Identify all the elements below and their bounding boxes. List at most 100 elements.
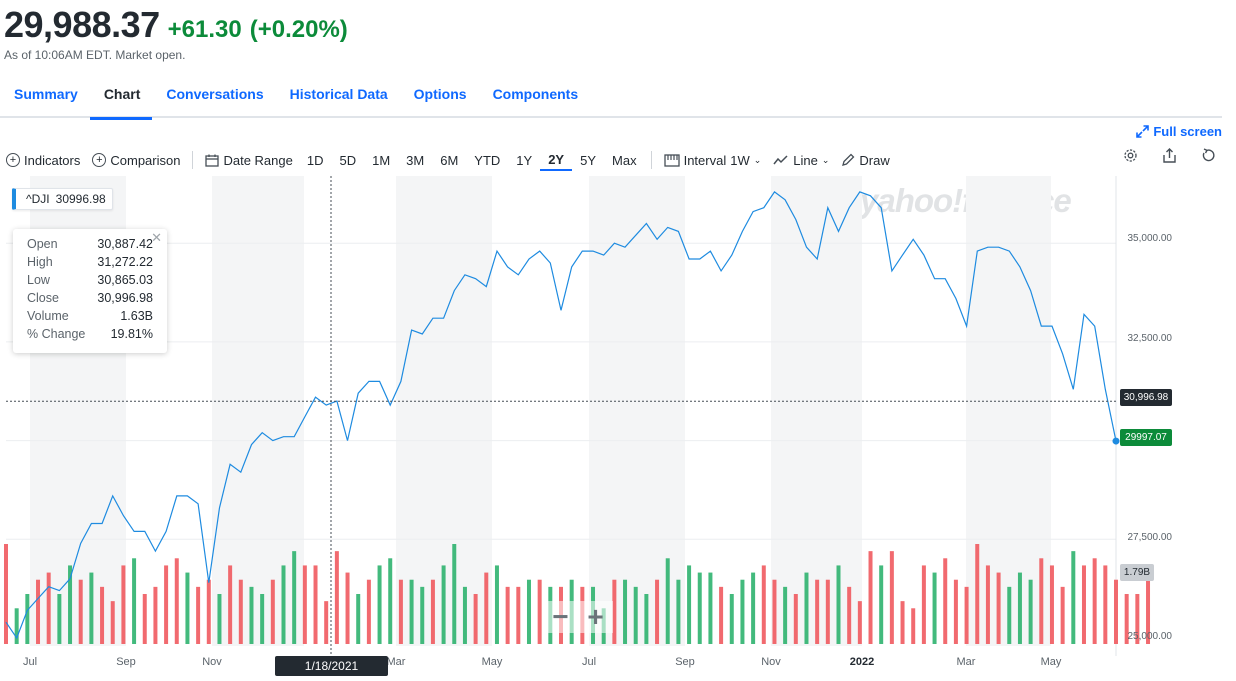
volume-bar [100, 586, 105, 644]
volume-bar [398, 579, 403, 644]
volume-bar [879, 565, 884, 644]
volume-bar [345, 572, 350, 644]
volume-bar [1028, 579, 1033, 644]
volume-bar [911, 608, 916, 644]
volume-bar [68, 565, 73, 644]
volume-bar [1103, 565, 1108, 644]
tooltip-row-change: % Change 19.81% [27, 327, 153, 345]
tooltip-key: Close [27, 291, 59, 305]
volume-bar [313, 565, 318, 644]
date-range-button[interactable]: Date Range [199, 149, 298, 171]
volume-bar [985, 565, 990, 644]
range-max[interactable]: Max [612, 152, 637, 168]
volume-bar [473, 594, 478, 644]
volume-bar [1039, 558, 1044, 644]
volume-bar [228, 565, 233, 644]
reset-icon[interactable] [1201, 148, 1216, 163]
volume-bar [292, 551, 297, 644]
price-line [5, 191, 1117, 640]
symbol-badge[interactable]: ^DJI 30996.98 [12, 188, 113, 210]
volume-bar [356, 594, 361, 644]
range-3m[interactable]: 3M [406, 152, 425, 168]
x-tick-label: Nov [202, 656, 222, 668]
volume-bar [196, 586, 201, 644]
interval-select[interactable]: Interval 1W ⌄ [658, 149, 768, 171]
range-5d[interactable]: 5D [339, 152, 357, 168]
crosshair-price-tag: 30,996.98 [1120, 389, 1172, 406]
tooltip-key: Volume [27, 309, 69, 323]
volume-bar [1146, 572, 1151, 644]
volume-bar [932, 572, 937, 644]
volume-bar [334, 551, 339, 644]
volume-bar [110, 601, 115, 644]
tab-options[interactable]: Options [413, 86, 467, 102]
tab-components[interactable]: Components [492, 86, 579, 102]
indicators-label: Indicators [24, 152, 81, 168]
range-2y[interactable]: 2Y [540, 149, 573, 171]
comparison-button[interactable]: + Comparison [86, 149, 186, 171]
tooltip-row-volume: Volume 1.63B [27, 309, 153, 327]
volume-bar [793, 594, 798, 644]
toolbar-divider [192, 151, 194, 169]
tooltip-row-high: High 31,272.22 [27, 255, 153, 273]
ohlc-tooltip: ✕ Open 30,887.42 High 31,272.22 Low 30,865.… [13, 229, 167, 353]
volume-bar [25, 594, 30, 644]
pencil-icon [842, 153, 855, 166]
volume-bar [740, 579, 745, 644]
volume-bar [164, 565, 169, 644]
zoom-in-button[interactable]: + [587, 601, 604, 632]
tab-historical-data[interactable]: Historical Data [289, 86, 388, 102]
toolbar-divider [650, 151, 652, 169]
last-price-dot [1112, 437, 1120, 445]
range-5y[interactable]: 5Y [580, 152, 597, 168]
volume-bar [804, 572, 809, 644]
symbol-ticker: ^DJI [26, 192, 50, 206]
volume-bar [121, 565, 126, 644]
draw-button[interactable]: Draw [835, 149, 895, 171]
volume-bar [1060, 586, 1065, 644]
volume-bar [388, 558, 393, 644]
volume-bar [868, 551, 873, 644]
volume-bar [462, 586, 467, 644]
tooltip-key: Open [27, 237, 58, 251]
tab-chart[interactable]: Chart [89, 80, 153, 120]
range-1m[interactable]: 1M [372, 152, 391, 168]
close-icon[interactable]: ✕ [151, 230, 162, 245]
indicators-button[interactable]: + Indicators [0, 149, 86, 171]
x-tick-label: 2022 [849, 656, 875, 668]
full-screen-button[interactable]: Full screen [1136, 124, 1222, 139]
chart-type-label: Line [793, 152, 818, 168]
zoom-controls: − + [543, 601, 613, 633]
price-chart[interactable] [0, 176, 1236, 681]
x-tick-label: Nov [761, 656, 781, 668]
line-chart-icon [773, 155, 788, 165]
chart-type-select[interactable]: Line ⌄ [767, 149, 835, 171]
gear-icon[interactable] [1123, 148, 1138, 163]
range-1y[interactable]: 1Y [516, 152, 533, 168]
tab-summary[interactable]: Summary [14, 86, 78, 102]
zoom-out-button[interactable]: − [552, 601, 569, 632]
range-6m[interactable]: 6M [440, 152, 459, 168]
volume-bar [452, 544, 457, 644]
share-icon[interactable] [1162, 148, 1177, 163]
volume-bar [238, 579, 243, 644]
x-tick-label: Sep [675, 656, 695, 668]
volume-bar [516, 586, 521, 644]
quote-change: +61.30 [167, 16, 242, 43]
full-screen-label: Full screen [1153, 124, 1222, 139]
volume-bar [217, 594, 222, 644]
volume-bar [751, 572, 756, 644]
calendar-icon [205, 154, 220, 167]
volume-bar [623, 579, 628, 644]
volume-bar [526, 579, 531, 644]
plus-circle-icon: + [92, 153, 107, 167]
volume-bar [857, 601, 862, 644]
volume-bar [249, 586, 254, 644]
volume-bar [665, 558, 670, 644]
range-1d[interactable]: 1D [306, 152, 324, 168]
tab-conversations[interactable]: Conversations [166, 86, 264, 102]
volume-bar [185, 572, 190, 644]
volume-bar [847, 586, 852, 644]
range-ytd[interactable]: YTD [474, 152, 501, 168]
volume-bar [153, 586, 158, 644]
